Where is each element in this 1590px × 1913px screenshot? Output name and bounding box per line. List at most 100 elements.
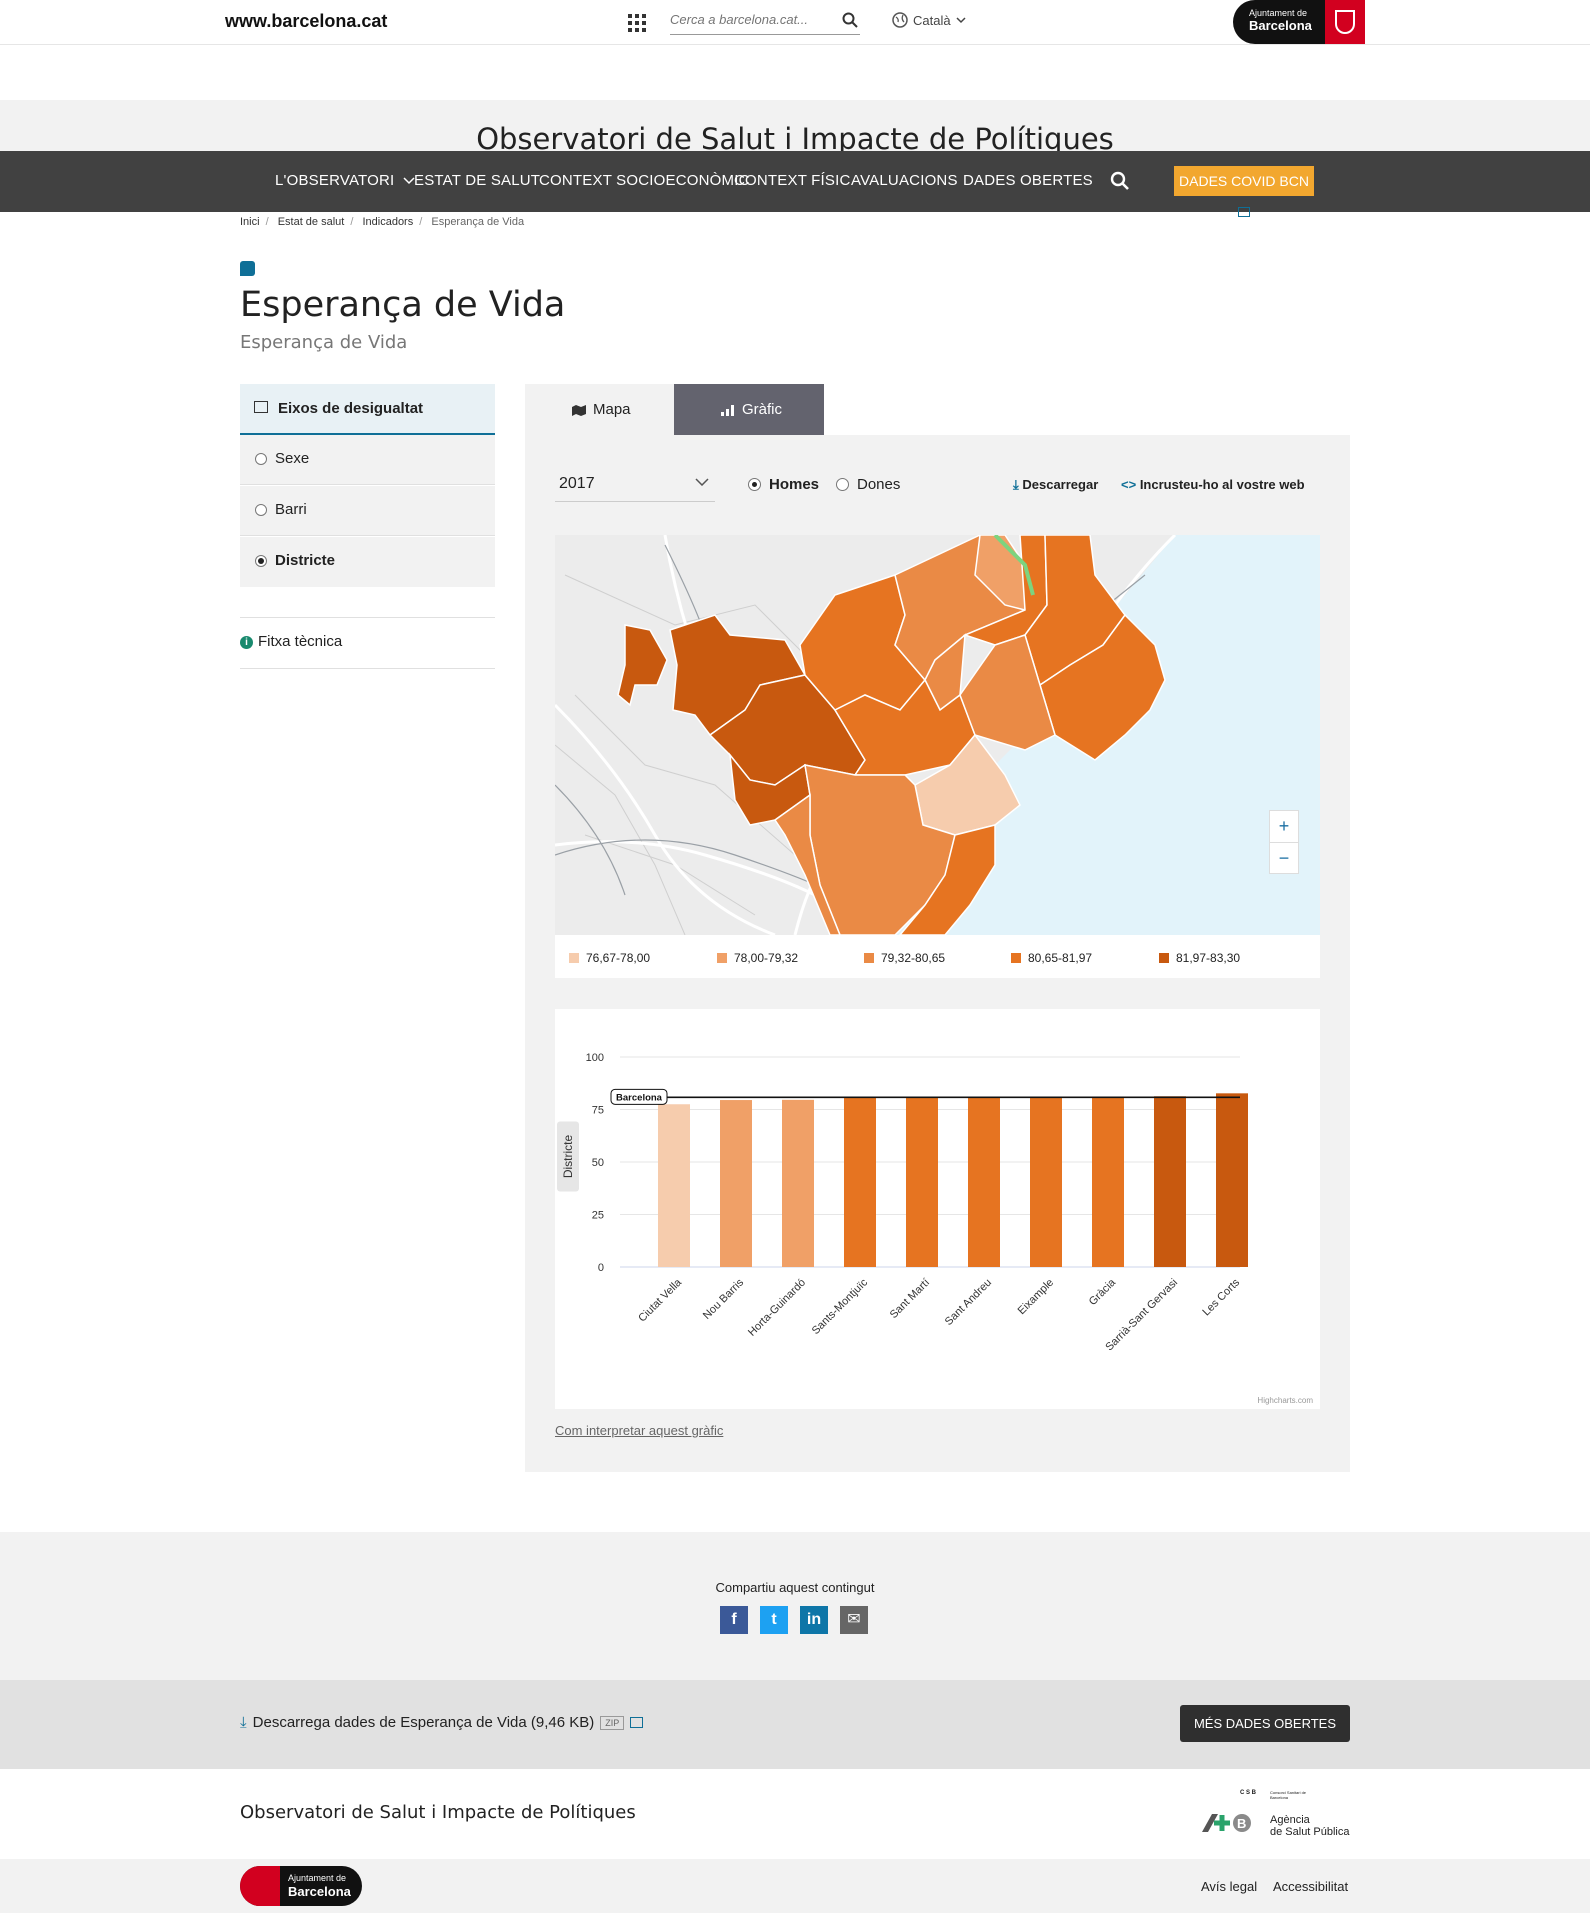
barcelona-shield-icon	[1325, 0, 1365, 44]
covid-data-button[interactable]: DADES COVID BCN	[1174, 166, 1314, 218]
bar	[844, 1097, 876, 1267]
district-les-corts-west	[617, 624, 668, 707]
x-tick-label: Sants-Montjuïc	[810, 1276, 871, 1337]
y-axis-label: Districte	[561, 1135, 575, 1179]
download-data-link[interactable]: ⤓ Descarrega dades de Esperança de Vida …	[240, 1714, 644, 1731]
aspb-name-line1: Agència	[1270, 1814, 1310, 1826]
tab-map[interactable]: Mapa	[525, 384, 674, 435]
aspb-logo[interactable]: C S B Consorci Sanitari de Barcelona B A…	[1200, 1788, 1350, 1844]
legend-item: 78,00-79,32	[717, 951, 798, 965]
footer-title: Observatori de Salut i Impacte de Políti…	[240, 1802, 636, 1823]
axis-option-districte[interactable]: Districte	[240, 537, 495, 587]
legend-item: 76,67-78,00	[569, 951, 650, 965]
legal-notice-link[interactable]: Avís legal	[1201, 1879, 1258, 1894]
y-tick-label: 0	[598, 1262, 604, 1274]
download-link[interactable]: ⤓ Descarregar	[1013, 477, 1099, 492]
language-selector[interactable]: Català	[892, 12, 966, 28]
twitter-share-button[interactable]: t	[760, 1606, 788, 1634]
aspb-name-line2: de Salut Pública	[1270, 1826, 1350, 1838]
logo-line2: Barcelona	[1249, 18, 1312, 33]
site-url-link[interactable]: www.barcelona.cat	[225, 11, 388, 31]
language-label: Català	[913, 12, 951, 28]
nav-item-estat-salut[interactable]: ESTAT DE SALUT	[414, 172, 541, 189]
map-zoom-control: + −	[1269, 810, 1299, 874]
radio-districte[interactable]	[255, 555, 267, 567]
bar	[1030, 1096, 1062, 1267]
x-tick-label: Les Corts	[1200, 1276, 1242, 1318]
main-nav: L'OBSERVATORI ESTAT DE SALUT CONTEXT SOC…	[0, 151, 1590, 218]
bar	[906, 1097, 938, 1267]
site-title[interactable]: Observatori de Salut i Impacte de Políti…	[476, 122, 1114, 152]
breadcrumb-indicadors[interactable]: Indicadors	[362, 216, 414, 228]
radio-homes[interactable]	[748, 478, 761, 491]
zoom-in-button[interactable]: +	[1270, 811, 1298, 843]
axis-option-sexe[interactable]: Sexe	[240, 435, 495, 485]
gender-option-homes[interactable]: Homes	[748, 476, 819, 493]
page-title: Esperança de Vida	[240, 285, 566, 325]
district-sant-marti-2	[959, 634, 1056, 751]
radio-dones[interactable]	[836, 478, 849, 491]
accessibility-link[interactable]: Accessibilitat	[1273, 1879, 1349, 1894]
site-search-input[interactable]	[670, 8, 830, 31]
top-bar: www.barcelona.cat Català Ajuntament de B…	[0, 0, 1590, 45]
bar-chart-canvas: 0 25 50 75 100 Districte Ciutat Vella Nou Barri…	[557, 1052, 1313, 1405]
nav-item-dades-obertes[interactable]: DADES OBERTES	[963, 172, 1093, 189]
more-open-data-button[interactable]: MÉS DADES OBERTES	[1180, 1705, 1350, 1742]
district-shapes	[617, 535, 1166, 935]
x-tick-label: Ciutat Vella	[636, 1276, 684, 1324]
year-select[interactable]: 2017	[555, 469, 715, 502]
nav-item-context-socioeconomic[interactable]: CONTEXT SOCIOECONÒMIC	[539, 172, 750, 189]
radio-sexe[interactable]	[255, 453, 267, 465]
zoom-out-button[interactable]: −	[1278, 848, 1290, 868]
breadcrumb-estat-salut[interactable]: Estat de salut	[277, 216, 345, 228]
radio-barri[interactable]	[255, 504, 267, 516]
nav-item-avaluacions[interactable]: AVALUACIONS	[851, 172, 958, 189]
chart-help-link[interactable]: Com interpretar aquest gràfic	[555, 1423, 724, 1438]
embed-link[interactable]: <> Incrusteu-ho al vostre web	[1121, 477, 1305, 492]
bar-chart: 0 25 50 75 100 Districte Ciutat Vella Nou Barri…	[555, 1009, 1320, 1409]
y-tick-label: 25	[592, 1210, 604, 1222]
download-band: ⤓ Descarrega dades de Esperança de Vida …	[0, 1680, 1590, 1769]
inequality-axes-heading: Eixos de desigualtat	[240, 384, 495, 435]
breadcrumb-inici[interactable]: Inici	[240, 216, 260, 228]
tab-chart[interactable]: Gràfic	[674, 384, 824, 435]
breadcrumb: Inici / Estat de salut / Indicadors / Esper…	[240, 216, 525, 228]
facebook-share-button[interactable]: f	[720, 1606, 748, 1634]
choropleth-map[interactable]	[555, 535, 1320, 935]
nav-item-observatori[interactable]: L'OBSERVATORI	[275, 172, 415, 189]
bar	[968, 1097, 1000, 1267]
district-sants-montjuic-west	[773, 793, 841, 935]
download-data-label: Descarrega dades de Esperança de Vida (9…	[252, 1714, 595, 1731]
legend-swatch	[717, 953, 727, 963]
bar	[658, 1104, 690, 1267]
ajuntament-logo[interactable]: Ajuntament de Barcelona	[1233, 0, 1365, 44]
search-icon[interactable]	[1110, 171, 1130, 191]
svg-text:B: B	[1237, 1816, 1246, 1831]
search-icon[interactable]	[842, 12, 858, 28]
list-icon	[254, 401, 268, 413]
nav-item-context-fisic[interactable]: CONTEXT FÍSIC	[734, 172, 851, 189]
apps-grid-icon[interactable]	[628, 14, 646, 32]
site-search	[670, 8, 860, 35]
x-tick-label: Eixample	[1016, 1277, 1056, 1317]
district-sant-marti	[1039, 613, 1166, 761]
highcharts-credit: Highcharts.com	[1257, 1396, 1313, 1405]
external-window-icon	[1238, 207, 1250, 218]
legend-item: 80,65-81,97	[1011, 951, 1092, 965]
site-title-band: Observatori de Salut i Impacte de Políti…	[0, 100, 1590, 152]
linkedin-share-button[interactable]: in	[800, 1606, 828, 1634]
y-tick-label: 50	[592, 1157, 604, 1169]
ajuntament-footer-logo[interactable]: Ajuntament de Barcelona	[240, 1866, 362, 1906]
reference-label-box	[610, 1088, 668, 1105]
technical-sheet-link[interactable]: i Fitxa tècnica	[240, 617, 495, 669]
gender-option-dones[interactable]: Dones	[836, 476, 900, 493]
email-share-button[interactable]: ✉	[840, 1606, 868, 1634]
gender-label: Homes	[769, 476, 820, 493]
axis-option-barri[interactable]: Barri	[240, 486, 495, 536]
map-canvas	[555, 535, 1177, 935]
inequality-axes-label: Eixos de desigualtat	[278, 400, 424, 417]
bar	[720, 1100, 752, 1267]
axis-option-label: Districte	[275, 552, 336, 569]
csb-logo-text: C S B	[1240, 1790, 1257, 1796]
x-tick-label: Sant Andreu	[943, 1277, 994, 1328]
